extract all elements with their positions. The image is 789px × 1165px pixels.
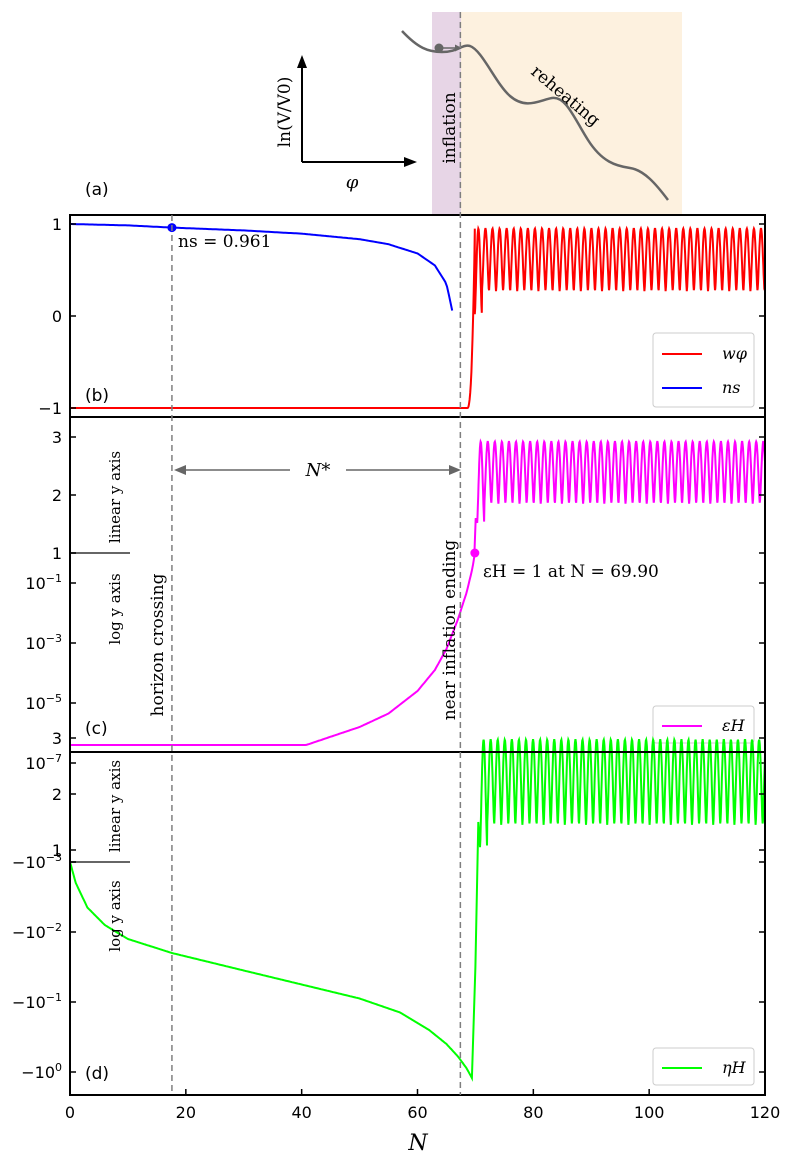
linear-axis-note-c: linear y axis — [106, 451, 124, 543]
xtick-label: 40 — [291, 1103, 311, 1122]
linear-axis-note-d: linear y axis — [106, 760, 124, 852]
panel-c-label: (c) — [85, 719, 108, 739]
ytick-label: 2 — [52, 785, 62, 804]
w-phi-curve — [70, 224, 766, 409]
panel-d-label: (d) — [85, 1064, 109, 1084]
ytick-label: −10−1 — [12, 991, 62, 1012]
ytick-label: 1 — [52, 841, 62, 860]
horizon-crossing-label: horizon crossing — [148, 573, 168, 716]
panel-d-legend: ηH — [652, 1047, 755, 1086]
eta-curve — [69, 735, 766, 1082]
ytick-label: 3 — [52, 729, 62, 748]
ytick-label: 1 — [52, 215, 62, 234]
panel-d: linear y axis log y axis 3 2 1−10−3 −10−2 −1… — [12, 729, 780, 1156]
legend-ns-label: ns — [722, 378, 741, 397]
ns-curve — [70, 223, 454, 311]
xtick-label: 80 — [523, 1103, 543, 1122]
legend-eps-label: εH — [722, 716, 746, 735]
panel-d-yticks: 3 2 1−10−3 −10−2 −10−1 −100 — [12, 729, 765, 1082]
panel-a-label: (a) — [85, 180, 109, 200]
ytick-label: 0 — [52, 307, 62, 326]
ytick-label: −10−2 — [12, 921, 62, 942]
field-ball — [434, 43, 444, 53]
panel-b-legend: wφ ns — [652, 332, 755, 408]
legend-eta-label: ηH — [722, 1058, 747, 1077]
n-star-label: N* — [305, 460, 331, 481]
ytick-label: 10−7 — [25, 752, 62, 773]
log-axis-note-c: log y axis — [106, 573, 124, 644]
xtick-label: 20 — [176, 1103, 196, 1122]
panel-b: ns = 0.961 1 0 −1 wφ ns (b) — [38, 214, 766, 418]
ytick-label: 3 — [52, 428, 62, 447]
xtick-label: 0 — [65, 1103, 75, 1122]
epsilon-end-marker — [470, 548, 480, 558]
panel-c: εH = 1 at N = 69.90 N* horizon crossing … — [25, 416, 766, 773]
ytick-label: −1 — [38, 399, 62, 418]
xtick-label: 120 — [750, 1103, 781, 1122]
panel-d-frame — [69, 751, 766, 1096]
n-star-arrow: N* — [174, 460, 461, 481]
panel-b-label: (b) — [85, 386, 109, 406]
epsilon-curve — [70, 438, 766, 746]
schematic-y-arrow — [297, 55, 307, 68]
schematic-ylabel: ln(V/V0) — [275, 77, 295, 148]
schematic-x-arrow — [404, 157, 417, 167]
inflation-ending-label: near inflation ending — [440, 540, 460, 721]
panel-c-frame — [69, 416, 766, 753]
ytick-label: 10−3 — [25, 632, 62, 653]
n-star-head-left — [174, 465, 186, 475]
panel-a: ln(V/V0) φ inflation reheating (a) — [85, 12, 682, 215]
roll-arrow-head — [455, 44, 462, 52]
inflation-label: inflation — [440, 92, 460, 163]
schematic-xlabel: φ — [346, 172, 359, 193]
xtick-label: 60 — [407, 1103, 427, 1122]
legend-box — [652, 1047, 755, 1086]
ytick-label: −10−3 — [12, 851, 62, 872]
ytick-label: 10−1 — [25, 572, 62, 593]
xtick-label: 100 — [634, 1103, 665, 1122]
ytick-label: −100 — [21, 1061, 62, 1082]
ytick-label: 1 — [52, 544, 62, 563]
epsilon-annotation: εH = 1 at N = 69.90 — [483, 562, 659, 582]
legend-w-label: wφ — [722, 344, 748, 363]
n-star-head-right — [449, 465, 461, 475]
ns-annotation: ns = 0.961 — [178, 232, 271, 252]
x-axis-label: N — [407, 1131, 428, 1156]
panel-c-legend: εH — [652, 705, 755, 744]
panel-d-xticks: 0 20 40 60 80 100 120 — [65, 1089, 780, 1122]
potential-curve — [401, 30, 669, 201]
ytick-label: 2 — [52, 486, 62, 505]
ytick-label: 10−5 — [25, 692, 62, 713]
log-axis-note-d: log y axis — [106, 880, 124, 951]
